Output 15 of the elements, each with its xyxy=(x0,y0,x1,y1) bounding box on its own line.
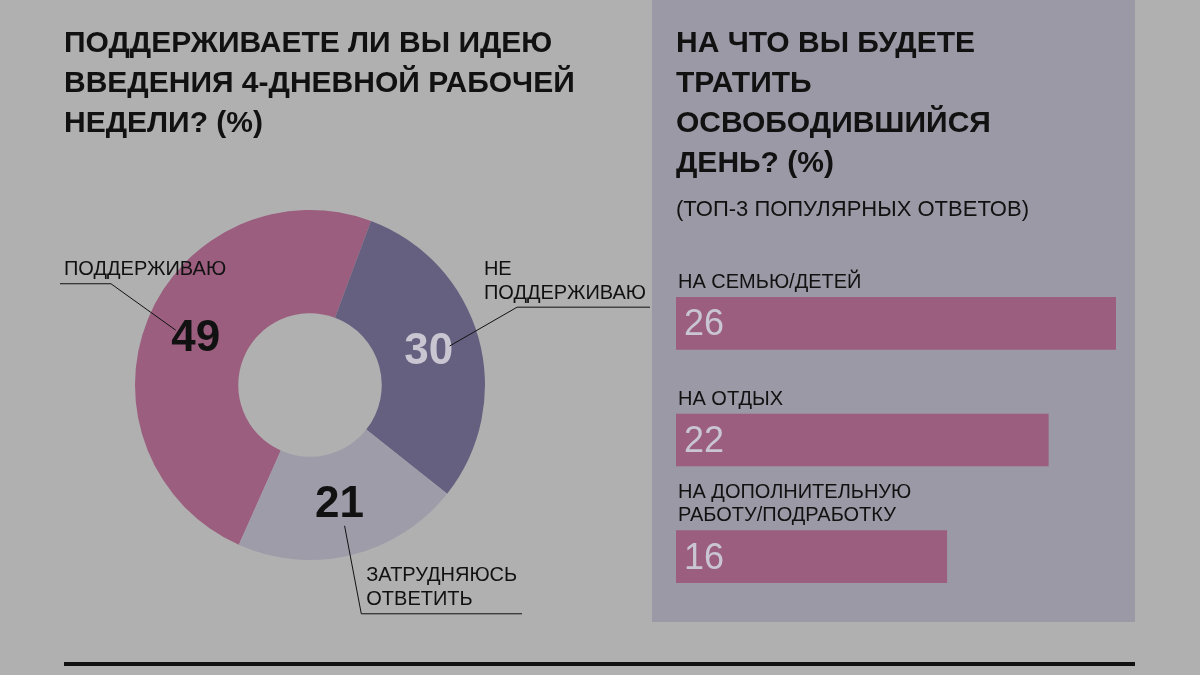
slice-label: ПОДДЕРЖИВАЮ xyxy=(63,257,227,280)
category-label: НА ОТДЫХ xyxy=(678,386,784,409)
data-label: 49 xyxy=(171,310,221,360)
data-label: 26 xyxy=(684,302,725,344)
chart-title: ПОДДЕРЖИВАЕТЕ ЛИ ВЫ ИДЕЮ ВВЕДЕНИЯ 4-ДНЕВНОЙ РАБОЧЕЙ НЕДЕЛИ? (%) xyxy=(64,24,576,140)
category-label: НА ДОПОЛНИТЕЛЬНУЮ РАБОТУ/ПОДРАБОТКУ xyxy=(678,480,912,526)
slice-label: ЗАТРУДНЯЮСЬ ОТВЕТИТЬ xyxy=(366,563,518,610)
data-label: 22 xyxy=(684,418,725,460)
chart-subtitle: (ТОП-3 ПОПУЛЯРНЫХ ОТВЕТОВ) xyxy=(676,196,1030,222)
chart-title: НА ЧТО ВЫ БУДЕТЕ ТРАТИТЬ ОСВОБОДИВШИЙСЯ ДЕНЬ? (%) xyxy=(676,24,992,180)
category-label: НА СЕМЬЮ/ДЕТЕЙ xyxy=(678,269,862,292)
data-label: 21 xyxy=(314,476,364,526)
data-label: 16 xyxy=(684,535,725,577)
data-label: 30 xyxy=(404,323,454,373)
slice-label: НЕ ПОДДЕРЖИВАЮ xyxy=(483,256,647,303)
